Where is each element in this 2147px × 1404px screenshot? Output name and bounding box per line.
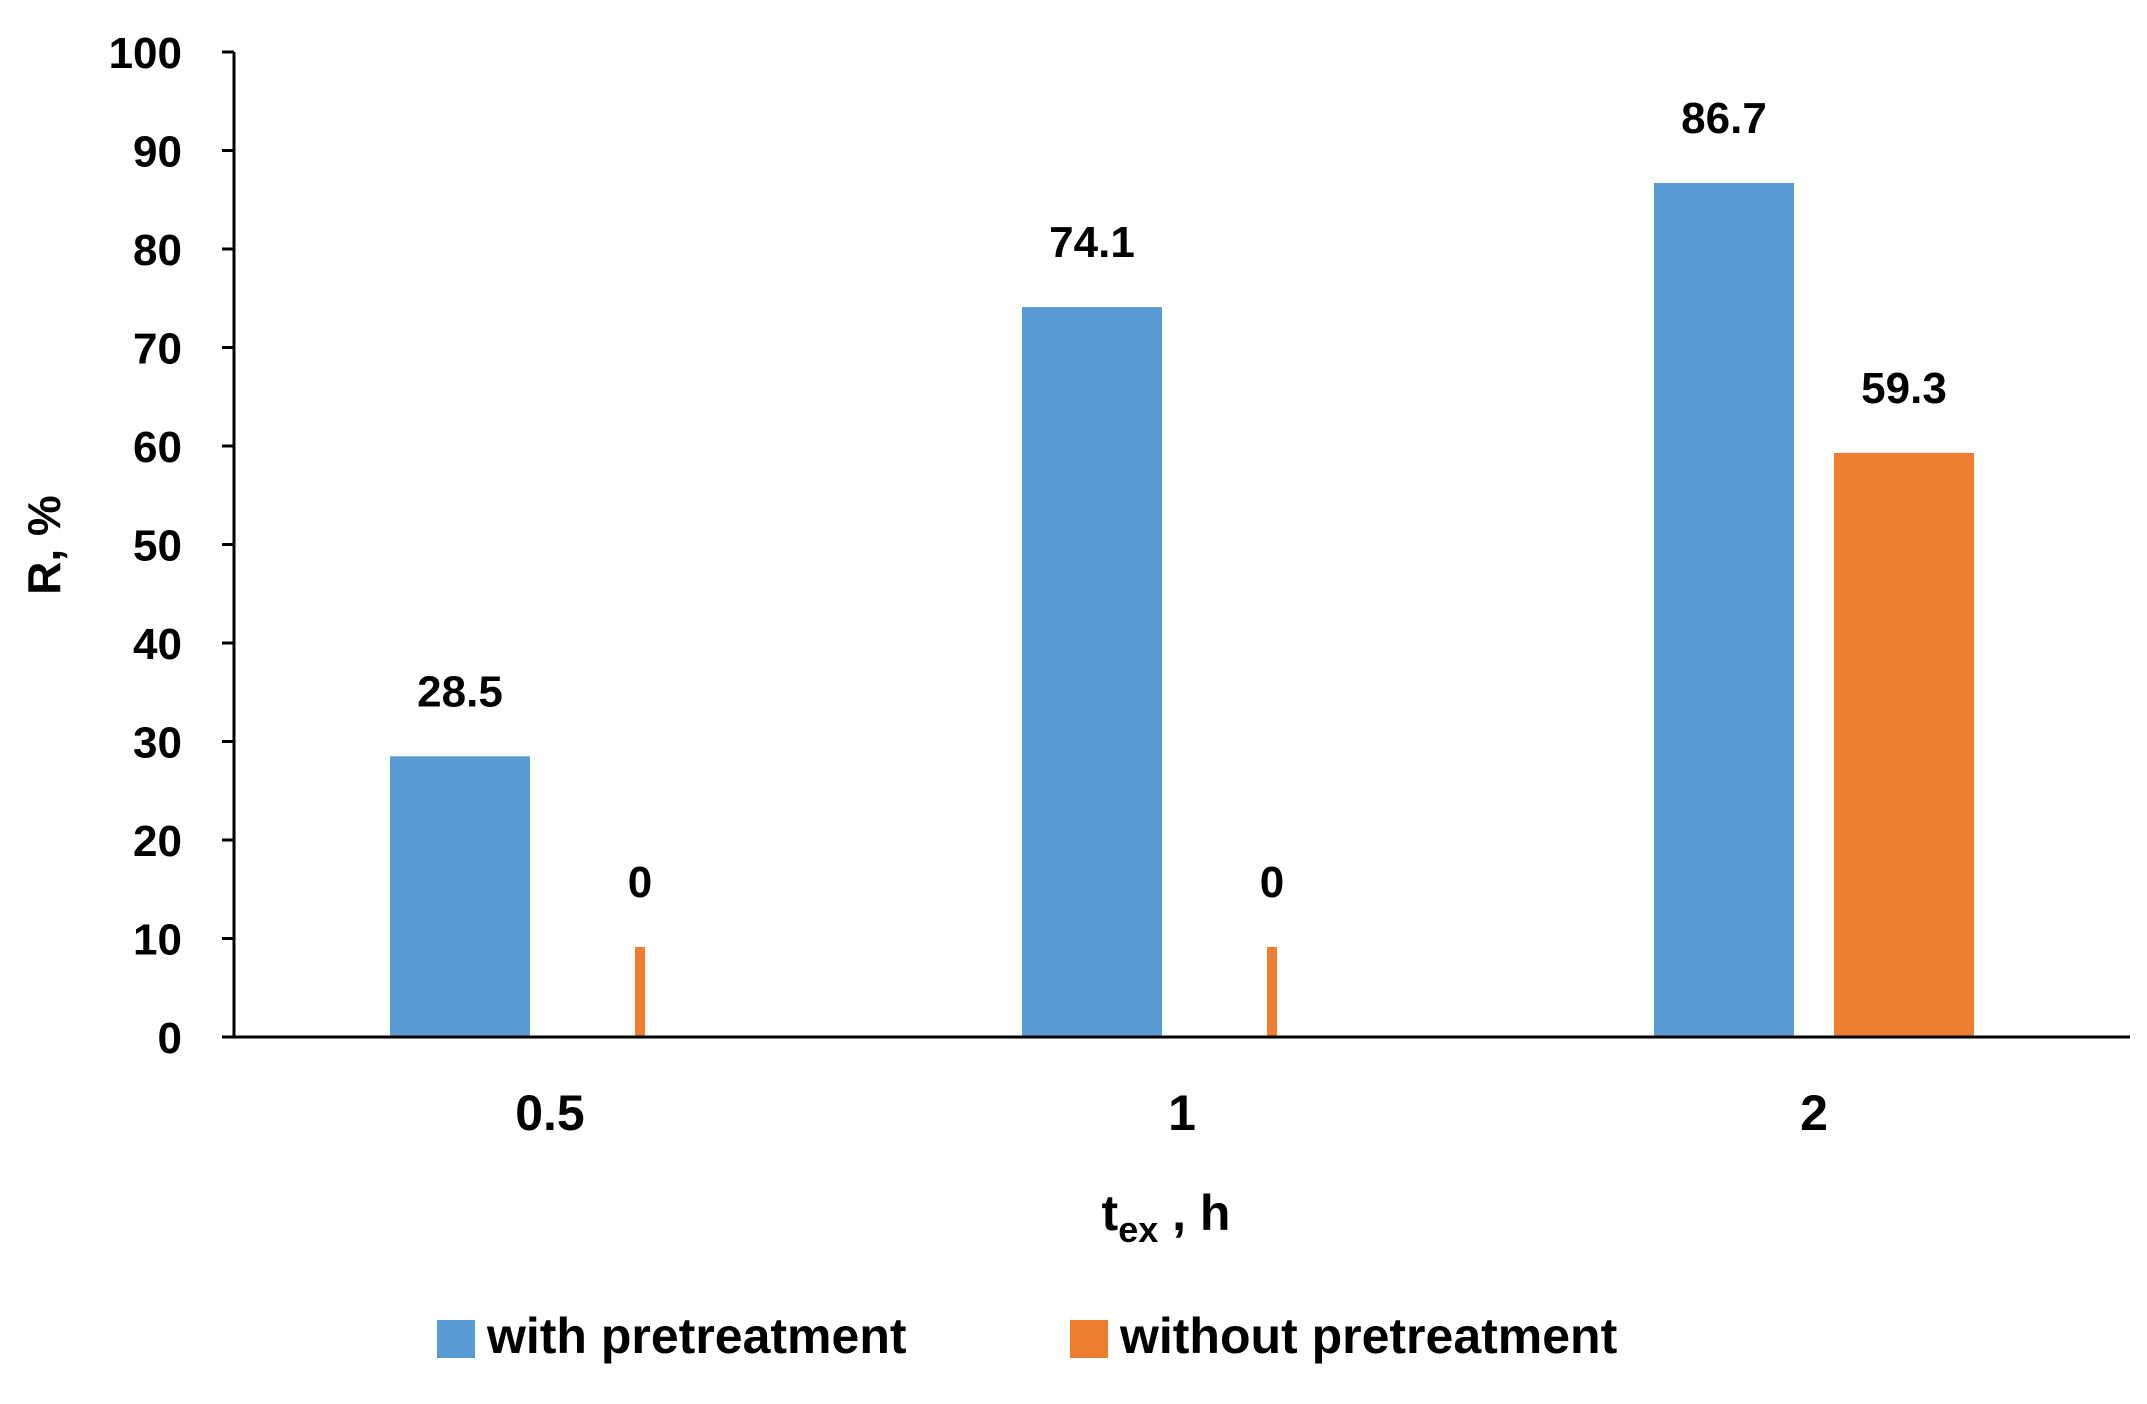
bar bbox=[390, 756, 530, 1037]
bars-layer bbox=[390, 183, 1974, 1037]
legend-label-with-pretreatment: with pretreatment bbox=[486, 1308, 907, 1364]
y-tick-label: 50 bbox=[133, 522, 182, 571]
data-label: 0 bbox=[1260, 858, 1284, 907]
data-label: 0 bbox=[628, 858, 652, 907]
y-tick-label: 40 bbox=[133, 620, 182, 669]
x-axis-title-subscript: ex bbox=[1118, 1209, 1158, 1250]
x-tick-label: 0.5 bbox=[515, 1085, 585, 1141]
legend-label-without-pretreatment: without pretreatment bbox=[1119, 1308, 1618, 1364]
data-label: 59.3 bbox=[1861, 364, 1947, 413]
y-tick-label: 20 bbox=[133, 817, 182, 866]
legend-swatch-with-pretreatment bbox=[437, 1320, 475, 1358]
x-tick-label: 2 bbox=[1800, 1085, 1828, 1141]
y-tick-label: 90 bbox=[133, 128, 182, 177]
x-tick-label: 1 bbox=[1168, 1085, 1196, 1141]
data-label: 28.5 bbox=[417, 667, 503, 716]
bar bbox=[1267, 947, 1277, 1037]
y-tick-label: 30 bbox=[133, 719, 182, 768]
x-axis-title-main: t bbox=[1102, 1185, 1119, 1241]
legend: with pretreatment without pretreatment bbox=[437, 1308, 1618, 1364]
y-tick-label: 100 bbox=[109, 29, 182, 78]
y-tick-label: 60 bbox=[133, 423, 182, 472]
data-labels-layer: 28.5 0 74.1 0 86.7 59.3 bbox=[417, 94, 1947, 907]
y-axis-title: R, % bbox=[18, 495, 70, 595]
legend-swatch-without-pretreatment bbox=[1070, 1320, 1108, 1358]
x-ticks-layer: 0.5 1 2 bbox=[515, 1085, 1828, 1141]
data-label: 74.1 bbox=[1049, 218, 1135, 267]
y-tick-label: 0 bbox=[158, 1014, 182, 1063]
bar bbox=[635, 947, 645, 1037]
bar bbox=[1654, 183, 1794, 1037]
x-axis-title: tex , h bbox=[1102, 1185, 1231, 1250]
bar bbox=[1834, 452, 1974, 1037]
data-label: 86.7 bbox=[1681, 94, 1767, 143]
y-ticks-layer: 0 10 20 30 40 50 60 70 80 90 100 bbox=[109, 29, 234, 1063]
y-tick-label: 10 bbox=[133, 916, 182, 965]
y-tick-label: 70 bbox=[133, 325, 182, 374]
x-axis-title-unit: , h bbox=[1158, 1185, 1230, 1241]
bar bbox=[1022, 307, 1162, 1037]
y-tick-label: 80 bbox=[133, 226, 182, 275]
